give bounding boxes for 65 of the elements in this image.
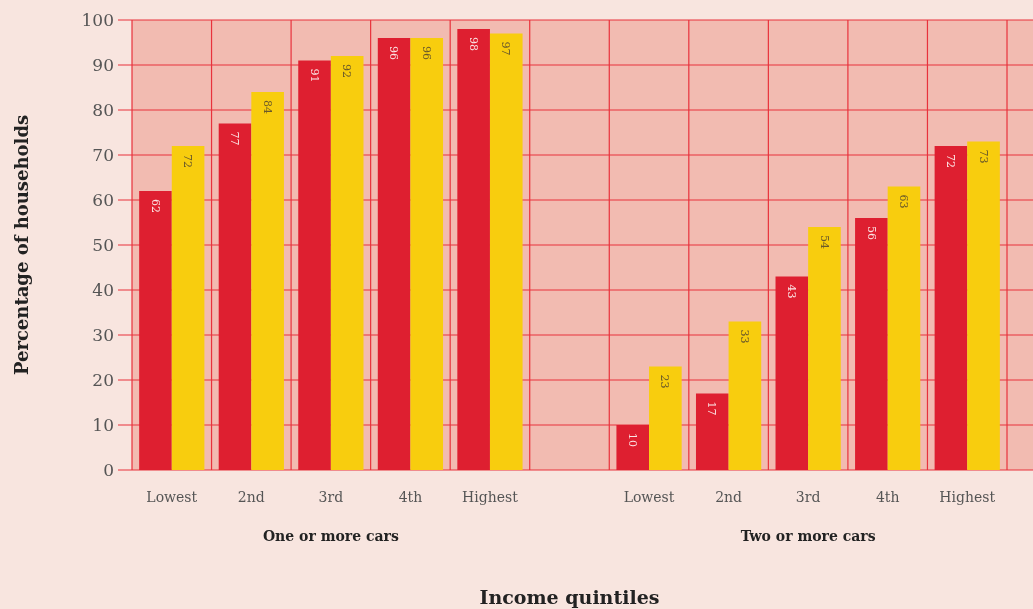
- x-tick-label: 2nd: [237, 489, 265, 505]
- y-axis-title: Percentage of households: [11, 114, 32, 376]
- bar: [251, 92, 284, 470]
- data-label: 10: [625, 433, 639, 447]
- data-label: 97: [499, 41, 513, 56]
- y-tick-label: 90: [92, 54, 114, 75]
- data-label: 91: [307, 68, 321, 83]
- data-label: 98: [466, 37, 480, 51]
- bar: [139, 191, 172, 470]
- y-tick-label: 50: [92, 234, 114, 255]
- bar: [695, 393, 729, 470]
- bar: [649, 366, 682, 470]
- data-label: 43: [784, 284, 798, 299]
- x-tick-label: 4th: [398, 489, 423, 505]
- bar: [887, 186, 921, 470]
- data-label: 96: [387, 46, 401, 60]
- bar: [728, 321, 762, 470]
- bar: [410, 38, 444, 470]
- bar: [489, 33, 523, 470]
- data-label: 96: [419, 46, 433, 60]
- bar: [457, 29, 490, 470]
- data-label: 72: [181, 154, 195, 168]
- bar: [934, 146, 968, 470]
- x-tick-label: Highest: [462, 489, 519, 505]
- y-tick-label: 30: [92, 324, 114, 345]
- data-label: 84: [260, 100, 274, 114]
- y-tick-label: 80: [92, 99, 114, 120]
- y-tick-label: 70: [92, 144, 114, 165]
- bar: [298, 60, 331, 470]
- bar: [775, 276, 809, 470]
- data-label: 63: [897, 194, 911, 209]
- bar: [377, 38, 411, 470]
- x-tick-label: 2nd: [715, 489, 743, 505]
- x-tick-label: 3rd: [795, 489, 821, 505]
- data-label: 92: [340, 64, 354, 78]
- data-label: 17: [705, 401, 719, 416]
- data-label: 62: [148, 199, 162, 213]
- x-axis-title: Income quintiles: [479, 586, 660, 608]
- x-tick-label: 3rd: [318, 489, 344, 505]
- y-tick-label: 60: [92, 189, 114, 210]
- y-tick-label: 100: [81, 9, 114, 30]
- data-label: 56: [864, 226, 878, 240]
- y-tick-label: 0: [103, 459, 114, 480]
- x-tick-label: Lowest: [623, 489, 675, 505]
- bar: [967, 141, 1000, 470]
- bar: [808, 227, 841, 470]
- bar: [616, 425, 650, 470]
- y-tick-label: 10: [92, 414, 114, 435]
- data-label: 72: [944, 154, 958, 168]
- y-tick-label: 20: [92, 369, 114, 390]
- data-label: 33: [738, 329, 752, 344]
- data-label: 77: [228, 131, 242, 146]
- data-label: 54: [817, 235, 831, 249]
- bar: [171, 146, 205, 470]
- bar: [330, 56, 364, 470]
- y-tick-label: 40: [92, 279, 114, 300]
- data-label: 73: [976, 149, 990, 164]
- data-label: 23: [658, 374, 672, 389]
- x-tick-label: Highest: [939, 489, 996, 505]
- text: One or more cars: [262, 528, 399, 544]
- bar: [855, 218, 888, 470]
- x-tick-label: 4th: [875, 489, 900, 505]
- bar: [218, 123, 252, 470]
- text: Two or more cars: [740, 528, 876, 544]
- x-tick-label: Lowest: [146, 489, 198, 505]
